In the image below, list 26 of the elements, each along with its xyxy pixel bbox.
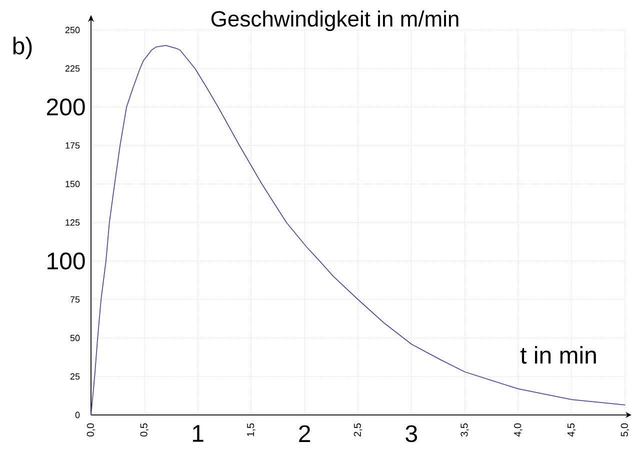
text: b) [13,36,32,60]
line-series [90,44,626,416]
text: 2 [299,425,310,442]
x-tick-label: 0,0 [86,423,96,436]
x-tick-label: 4,5 [568,423,576,437]
y-tick-label: 50 [70,334,80,342]
y-axis-title: Geschwindigkeit in m/min [211,10,458,32]
y-tick-label: 0 [75,412,80,418]
text: 3 [406,425,418,442]
y-tick-label: 225 [65,65,80,72]
text: 1 [192,425,204,442]
y-tick-label: 150 [66,180,80,188]
x-axis-title: t in min [520,346,596,364]
x-tick-label: 1,5 [247,423,256,436]
y-tick-label: 25 [70,373,80,380]
x-tick-label: 0,5 [140,423,149,436]
text: 100 [48,252,85,270]
x-tick-label: 3,5 [460,423,469,437]
text: 200 [46,98,85,116]
y-tick-label: 125 [66,219,80,226]
y-tick-label: 175 [66,142,80,149]
x-tick-label: 2,5 [354,423,362,436]
y-tick-label: 250 [65,26,80,34]
y-tick-label: 75 [70,296,80,303]
x-tick-label: 4,0 [514,423,522,437]
x-tick-label: 5,0 [620,423,630,436]
